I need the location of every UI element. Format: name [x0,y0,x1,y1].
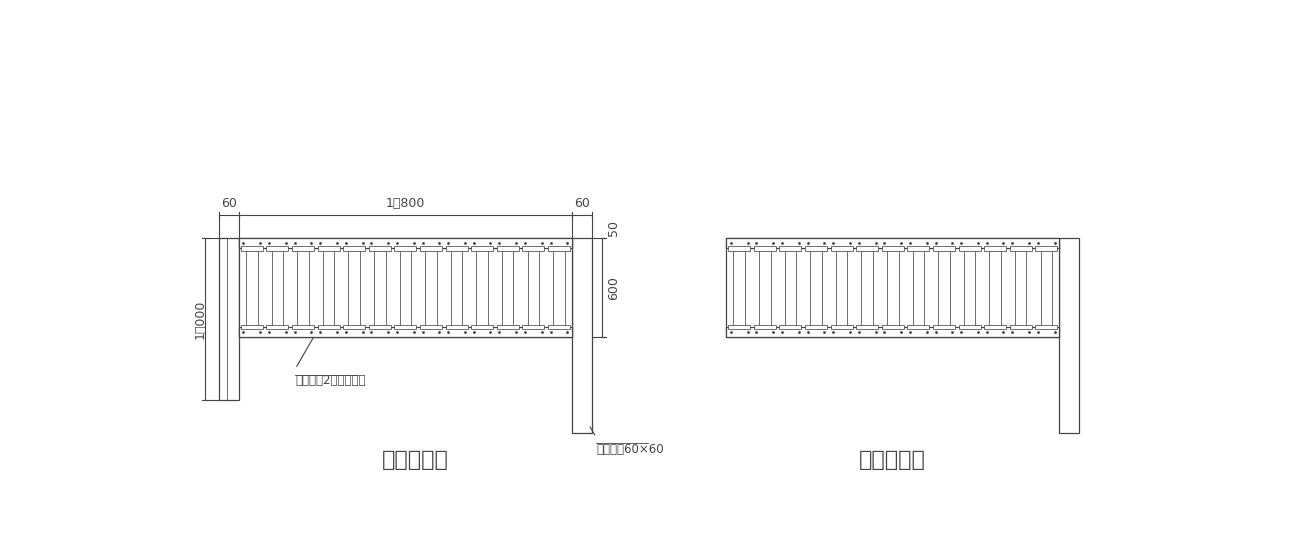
Bar [754,324,776,329]
Bar [1035,246,1057,251]
Bar [501,249,513,327]
Bar [246,249,258,327]
Bar [446,246,468,251]
Bar [856,324,878,329]
Bar [780,246,802,251]
Bar [400,249,411,327]
Bar [984,246,1007,251]
Bar [298,249,309,327]
Bar [887,249,898,327]
Bar [293,246,315,251]
Bar [990,249,1000,327]
Bar [548,246,570,251]
Bar [272,249,284,327]
Bar [1009,324,1031,329]
Bar [1060,239,1079,433]
Text: 600: 600 [607,276,620,300]
Bar [241,246,263,251]
Bar [1040,249,1052,327]
Text: 60: 60 [222,197,237,210]
Bar [811,249,822,327]
Bar [425,249,437,327]
Bar [964,249,976,327]
Bar [219,239,238,400]
Bar [959,246,981,251]
Bar [472,324,494,329]
Bar [728,246,750,251]
Bar [933,324,955,329]
Bar [780,324,802,329]
Bar [913,249,924,327]
Bar [572,239,592,433]
Bar [759,249,771,327]
Bar [496,246,518,251]
Text: 1．000: 1．000 [195,300,208,339]
Bar [728,324,750,329]
Bar [374,249,385,327]
Bar [553,249,565,327]
Bar [394,246,416,251]
Bar [472,246,494,251]
Bar [835,249,847,327]
Bar [806,246,828,251]
Bar [933,246,955,251]
Bar [882,324,904,329]
Bar [322,249,334,327]
Bar [238,327,572,337]
Text: 60: 60 [574,197,589,210]
Bar [907,246,929,251]
Text: やまと塀2型ユニット: やまと塀2型ユニット [295,374,366,387]
Bar [754,246,776,251]
Bar [348,249,360,327]
Bar [293,324,315,329]
Bar [317,246,339,251]
Text: 50: 50 [607,219,620,236]
Bar [830,324,852,329]
Bar [522,324,544,329]
Bar [477,249,489,327]
Bar [267,324,289,329]
Bar [785,249,797,327]
Bar [1009,246,1031,251]
Text: 基本セット: 基本セット [382,450,449,470]
Bar [882,246,904,251]
Bar [907,324,929,329]
Bar [959,324,981,329]
Bar [420,246,442,251]
Bar [548,324,570,329]
Bar [446,324,468,329]
Bar [343,324,365,329]
Bar [420,324,442,329]
Bar [938,249,950,327]
Bar [522,246,544,251]
Bar [369,324,391,329]
Bar [451,249,463,327]
Bar [727,239,1060,337]
Bar [238,239,572,337]
Text: アルミ柱60×60: アルミ柱60×60 [597,443,664,455]
Bar [1014,249,1026,327]
Bar [830,246,852,251]
Bar [1035,324,1057,329]
Bar [806,324,828,329]
Bar [984,324,1007,329]
Bar [267,246,289,251]
Bar [369,246,391,251]
Bar [733,249,745,327]
Bar [727,327,1060,337]
Bar [394,324,416,329]
Bar [856,246,878,251]
Bar [241,324,263,329]
Bar [861,249,873,327]
Bar [727,239,1060,249]
Text: 連結セット: 連結セット [860,450,927,470]
Bar [343,246,365,251]
Bar [238,239,572,249]
Bar [496,324,518,329]
Bar [527,249,539,327]
Text: 1，800: 1，800 [385,197,425,210]
Bar [317,324,339,329]
